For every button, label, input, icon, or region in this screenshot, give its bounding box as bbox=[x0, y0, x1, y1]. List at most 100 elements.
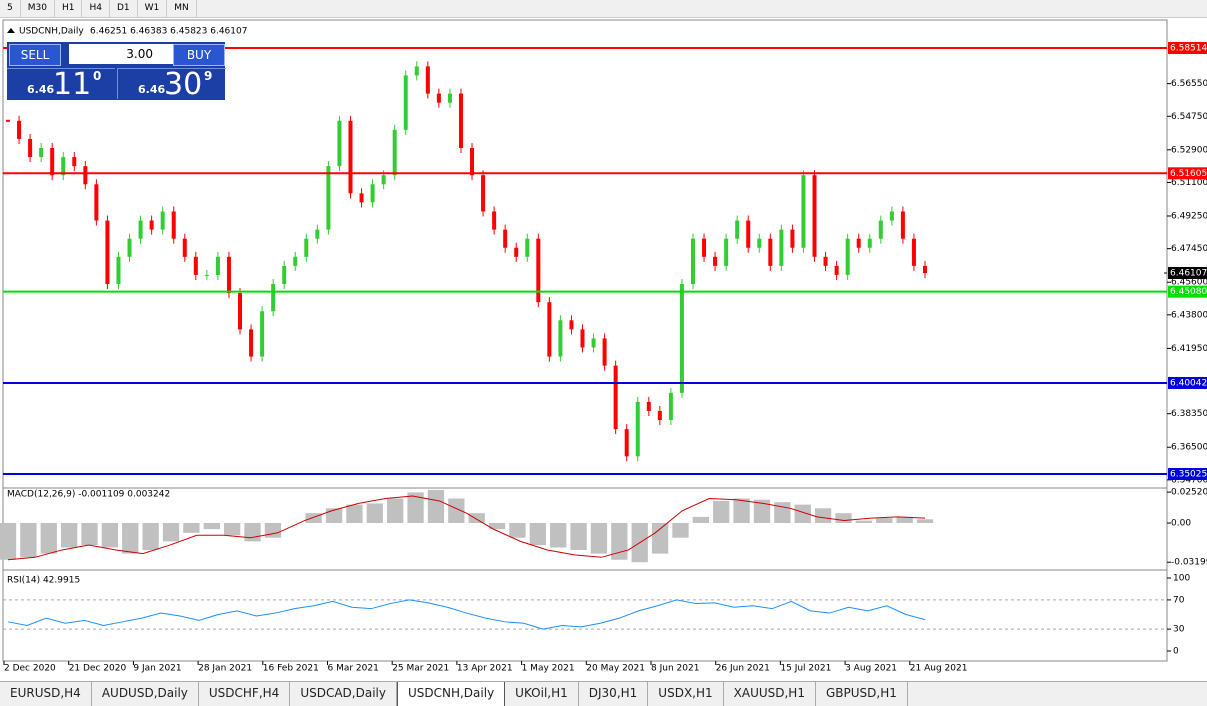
y-tick-label: 0.025209 bbox=[1171, 488, 1207, 498]
chart-tab[interactable]: UKOil,H1 bbox=[505, 682, 579, 706]
level-label-box bbox=[1168, 377, 1207, 390]
timeframe-toolbar: 5 M30 H1 H4 D1 W1 MN bbox=[0, 0, 1207, 18]
candle bbox=[271, 284, 276, 312]
macd-bar bbox=[794, 504, 811, 524]
chart-tab[interactable]: XAUUSD,H1 bbox=[724, 682, 816, 706]
candle bbox=[348, 120, 353, 194]
y-tick-label: 30 bbox=[1173, 625, 1185, 635]
level-label: 6.45080 bbox=[1170, 287, 1207, 297]
y-tick-label: 6.52900 bbox=[1171, 145, 1207, 155]
y-tick-label: 6.47450 bbox=[1171, 244, 1207, 254]
macd-bar bbox=[40, 523, 57, 554]
candle bbox=[215, 256, 220, 275]
macd-bar bbox=[733, 498, 750, 524]
chart: USDCNH,Daily 6.46251 6.46383 6.45823 6.4… bbox=[0, 19, 1207, 674]
candle bbox=[436, 93, 441, 103]
chart-tab[interactable]: GBPUSD,H1 bbox=[816, 682, 908, 706]
y-tick-label: 100 bbox=[1173, 574, 1190, 584]
chart-tab[interactable]: USDX,H1 bbox=[648, 682, 724, 706]
macd-signal bbox=[7, 495, 926, 561]
macd-bar bbox=[162, 523, 180, 542]
candle bbox=[834, 265, 839, 275]
collapse-icon[interactable] bbox=[7, 28, 15, 33]
candle bbox=[392, 129, 397, 176]
ask-prefix: 6.46 bbox=[138, 83, 166, 96]
candle bbox=[856, 238, 861, 248]
macd-bar bbox=[81, 523, 98, 546]
chart-tab[interactable]: EURUSD,H4 bbox=[0, 682, 92, 706]
chart-tab[interactable]: DJ30,H1 bbox=[579, 682, 649, 706]
timeframe-button[interactable]: W1 bbox=[138, 0, 168, 17]
candle bbox=[823, 256, 828, 266]
volume-input[interactable]: 3.00 bbox=[69, 44, 179, 64]
chart-tab[interactable]: USDCAD,Daily bbox=[290, 682, 397, 706]
candle bbox=[624, 429, 629, 457]
timeframe-button[interactable]: MN bbox=[167, 0, 197, 17]
chart-tab[interactable]: USDCHF,H4 bbox=[199, 682, 291, 706]
buy-button[interactable]: BUY bbox=[173, 44, 225, 66]
ask-quote[interactable]: 6.46 30 9 bbox=[117, 67, 226, 102]
candle bbox=[569, 320, 574, 330]
x-tick-label: 16 Feb 2021 bbox=[263, 664, 319, 674]
candle bbox=[613, 365, 618, 430]
macd-bar bbox=[122, 523, 139, 554]
candle bbox=[481, 175, 486, 212]
current-price-box bbox=[1168, 267, 1207, 280]
timeframe-button[interactable]: D1 bbox=[110, 0, 138, 17]
macd-bar bbox=[896, 516, 913, 524]
macd-bar bbox=[713, 500, 730, 524]
timeframe-button[interactable]: H4 bbox=[82, 0, 110, 17]
candle bbox=[779, 229, 784, 266]
y-tick-label: 6.41950 bbox=[1171, 344, 1207, 354]
current-price-label: 6.46107 bbox=[1170, 269, 1207, 279]
one-click-trading: SELL 3.00 BUY 6.46 11 0 6.46 30 9 bbox=[7, 42, 226, 102]
candle bbox=[503, 229, 508, 248]
candle bbox=[138, 220, 143, 239]
level-label-box bbox=[1168, 467, 1207, 480]
macd-label: MACD(12,26,9) -0.001109 0.003242 bbox=[7, 490, 170, 500]
candle bbox=[315, 229, 320, 239]
candle bbox=[204, 274, 209, 276]
candle bbox=[6, 119, 10, 122]
x-tick-label: 1 May 2021 bbox=[522, 664, 575, 674]
bid-quote[interactable]: 6.46 11 0 bbox=[7, 67, 115, 102]
timeframe-button[interactable]: H1 bbox=[55, 0, 83, 17]
candle bbox=[149, 220, 154, 230]
y-tick-label: 6.34700 bbox=[1171, 475, 1207, 485]
macd-bar bbox=[244, 523, 261, 542]
candle bbox=[28, 138, 33, 158]
candle bbox=[116, 256, 121, 285]
macd-bar bbox=[264, 523, 282, 538]
candle bbox=[293, 256, 298, 266]
macd-bar bbox=[774, 502, 791, 524]
macd-bar bbox=[570, 523, 587, 550]
x-tick-label: 8 Jun 2021 bbox=[651, 664, 699, 674]
level-label: 6.51605 bbox=[1170, 169, 1207, 179]
sell-button[interactable]: SELL bbox=[9, 44, 61, 66]
candle bbox=[724, 238, 729, 266]
candle bbox=[900, 211, 905, 239]
macd-bar bbox=[876, 518, 893, 524]
ask-small: 9 bbox=[204, 69, 213, 83]
x-tick-label: 21 Dec 2020 bbox=[69, 664, 127, 674]
x-tick-label: 3 Aug 2021 bbox=[845, 664, 897, 674]
macd-bar bbox=[325, 508, 343, 524]
candle bbox=[878, 220, 883, 239]
x-tick-label: 13 Apr 2021 bbox=[457, 664, 513, 674]
x-tick-label: 9 Jan 2021 bbox=[133, 664, 181, 674]
y-tick-label: 70 bbox=[1173, 595, 1185, 605]
macd-bar bbox=[387, 498, 404, 524]
level-label-box bbox=[1168, 167, 1207, 180]
candle bbox=[282, 265, 287, 285]
timeframe-button[interactable]: 5 bbox=[0, 0, 21, 17]
candle bbox=[514, 247, 519, 257]
candle bbox=[182, 238, 187, 257]
macd-bar bbox=[672, 523, 689, 538]
candle bbox=[83, 166, 88, 185]
chart-tab[interactable]: USDCNH,Daily bbox=[396, 682, 506, 706]
timeframe-button[interactable]: M30 bbox=[21, 0, 55, 17]
chart-tab[interactable]: AUDUSD,Daily bbox=[92, 682, 199, 706]
candle bbox=[359, 193, 364, 203]
macd-bar bbox=[835, 513, 852, 524]
